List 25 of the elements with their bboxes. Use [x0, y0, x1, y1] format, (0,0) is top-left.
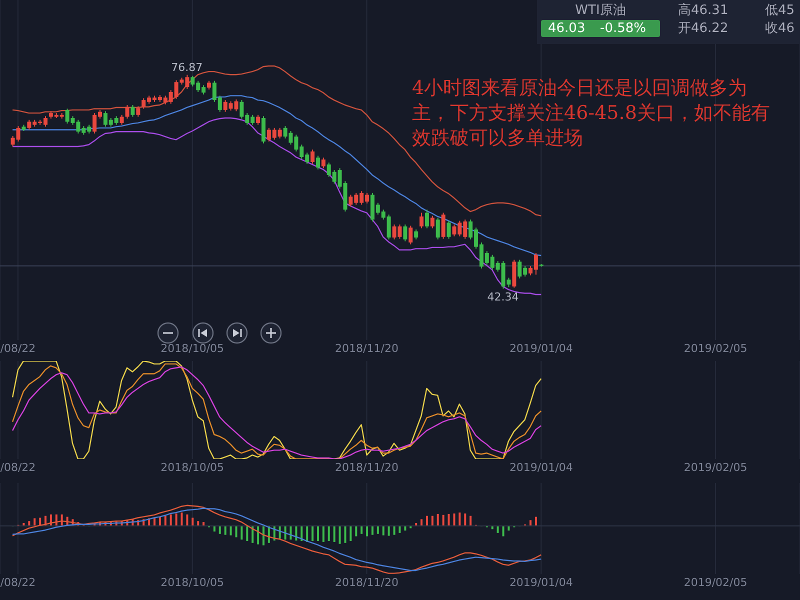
x-tick-label: 2018/11/20 — [335, 342, 398, 355]
annotation: 42.34 — [487, 290, 519, 304]
x-tick-label: 2018/10/05 — [160, 576, 224, 589]
x-tick-label: 2019/02/05 — [684, 460, 748, 474]
text: 高46.31 — [678, 3, 728, 19]
x-tick-label: 2018/11/20 — [335, 460, 398, 474]
text: -0.58% — [600, 21, 646, 37]
annotation: 76.87 — [171, 60, 203, 74]
x-tick-label: /08/22 — [0, 576, 36, 589]
x-tick-label: /08/22 — [0, 460, 36, 474]
text: 46.03 — [548, 21, 586, 37]
x-tick-label: 2018/11/20 — [335, 576, 398, 589]
x-tick-label: 2018/10/05 — [160, 342, 224, 355]
x-tick-label: /08/22 — [0, 342, 36, 355]
x-tick-label: 2018/10/05 — [160, 460, 224, 474]
x-tick-label: 2019/01/04 — [509, 576, 573, 589]
text: WTI原油 — [574, 3, 627, 19]
annotation: 4小时图来看原油今日还是以回调做多为主，下方支撑关注46-45.8关口，如不能有效跌破可以多单进场 — [412, 76, 771, 151]
text: 低45 — [765, 3, 795, 19]
x-tick-label: 2019/01/04 — [509, 342, 573, 355]
text: 收46 — [765, 21, 795, 37]
text: 开46.22 — [678, 21, 728, 37]
x-tick-label: 2019/02/05 — [684, 576, 748, 589]
x-tick-label: 2019/02/05 — [684, 342, 748, 355]
x-tick-label: 2019/01/04 — [509, 460, 573, 474]
